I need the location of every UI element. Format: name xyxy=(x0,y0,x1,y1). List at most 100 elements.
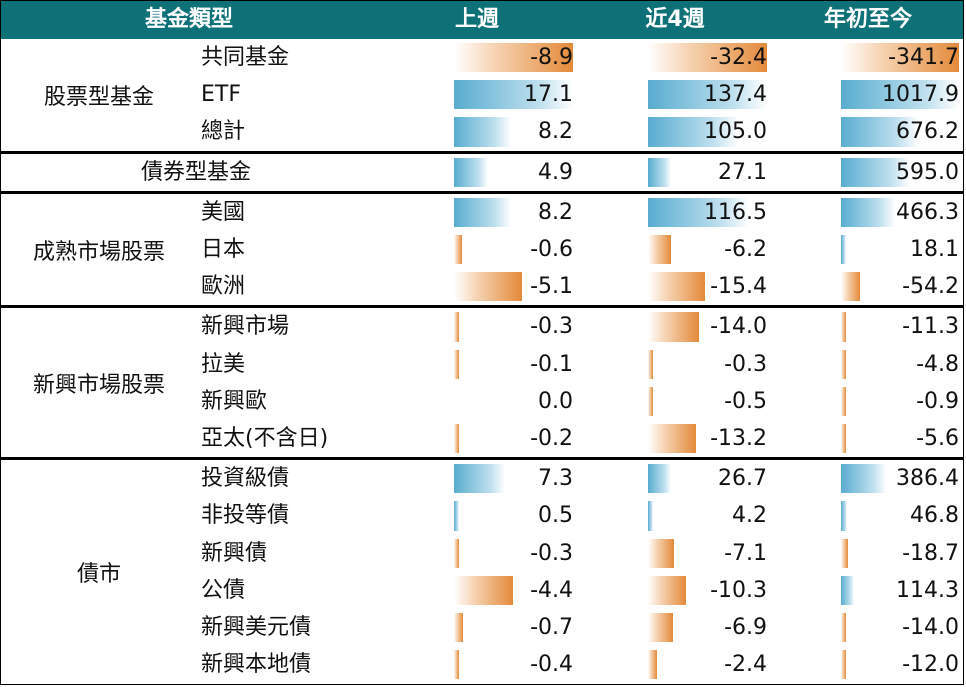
cell-last-4-weeks: -15.4 xyxy=(579,268,771,305)
cell-value: 114.3 xyxy=(896,577,959,603)
cell-value: 26.7 xyxy=(718,466,767,492)
row-label: 新興市場 xyxy=(201,314,290,340)
cell-last-week: -0.2 xyxy=(385,420,577,457)
cell-value: 0.5 xyxy=(538,503,573,529)
cell-last-week: 7.3 xyxy=(385,460,577,497)
cell-value: -341.7 xyxy=(888,45,959,71)
row-label: 亞太(不含日) xyxy=(201,426,329,451)
positive-bar xyxy=(453,80,573,110)
positive-bar xyxy=(647,117,739,147)
cell-last-4-weeks: 116.5 xyxy=(579,194,771,231)
cell-value: 18.1 xyxy=(910,237,959,263)
cell-last-4-weeks: -10.3 xyxy=(579,572,771,609)
cell-value: -11.3 xyxy=(902,314,959,340)
cell-last-week: -0.3 xyxy=(385,535,577,572)
negative-bar xyxy=(453,349,459,379)
group-separator xyxy=(1,150,963,154)
cell-value: 466.3 xyxy=(896,199,959,225)
cell-value: -0.1 xyxy=(530,351,573,377)
negative-bar xyxy=(841,43,959,73)
cell-ytd: -18.7 xyxy=(773,535,963,572)
cell-last-week: 0.0 xyxy=(385,383,577,420)
cell-value: 0.0 xyxy=(538,388,573,414)
cell-last-week: 8.2 xyxy=(385,113,577,150)
header-ytd: 年初至今 xyxy=(823,7,912,32)
cell-value: 8.2 xyxy=(538,199,573,225)
cell-last-4-weeks: 26.7 xyxy=(579,460,771,497)
positive-bar xyxy=(453,464,505,494)
group-label: 債市 xyxy=(76,561,121,587)
row-label: 共同基金 xyxy=(201,45,290,70)
positive-bar xyxy=(841,157,911,187)
negative-bar xyxy=(647,272,705,302)
cell-last-4-weeks: -14.0 xyxy=(579,308,771,345)
negative-bar xyxy=(841,613,847,643)
cell-value: -0.5 xyxy=(724,388,767,414)
row-label: 新興債 xyxy=(201,540,268,566)
positive-bar xyxy=(453,197,512,227)
negative-bar xyxy=(453,312,459,342)
cell-ytd: -0.9 xyxy=(773,383,963,420)
cell-last-week: 0.5 xyxy=(385,497,577,534)
cell-value: -10.3 xyxy=(710,577,767,603)
negative-bar xyxy=(453,575,513,605)
cell-last-week: -0.1 xyxy=(385,346,577,383)
positive-bar xyxy=(453,157,489,187)
cell-value: -18.7 xyxy=(902,540,959,566)
positive-bar xyxy=(841,501,847,531)
cell-value: 17.1 xyxy=(524,82,573,108)
cell-last-4-weeks: 137.4 xyxy=(579,76,771,113)
cell-value: -7.1 xyxy=(724,540,767,566)
cell-value: -6.9 xyxy=(724,615,767,641)
group-label: 股票型基金 xyxy=(43,84,154,110)
cell-value: -0.3 xyxy=(724,351,767,377)
cell-ytd: -14.0 xyxy=(773,609,963,646)
positive-bar xyxy=(647,197,749,227)
cell-last-4-weeks: -2.4 xyxy=(579,646,771,683)
cell-value: 46.8 xyxy=(910,503,959,529)
positive-bar xyxy=(841,117,920,147)
cell-value: -8.9 xyxy=(530,45,573,71)
cell-value: -0.3 xyxy=(530,314,573,340)
cell-value: -0.2 xyxy=(530,426,573,452)
cell-value: 386.4 xyxy=(896,466,959,492)
cell-ytd: -12.0 xyxy=(773,646,963,683)
cell-ytd: 1017.9 xyxy=(773,76,963,113)
negative-bar xyxy=(647,575,686,605)
cell-last-week: 17.1 xyxy=(385,76,577,113)
negative-bar xyxy=(453,235,462,265)
positive-bar xyxy=(647,501,653,531)
row-label: 新興本地債 xyxy=(201,652,312,678)
cell-last-week: -8.9 xyxy=(385,39,577,76)
row-label: 新興歐 xyxy=(201,388,268,414)
cell-ytd: 595.0 xyxy=(773,154,963,191)
cell-last-week: 8.2 xyxy=(385,194,577,231)
positive-bar xyxy=(841,464,886,494)
negative-bar xyxy=(841,386,847,416)
negative-bar xyxy=(453,650,460,680)
cell-value: -5.6 xyxy=(916,426,959,452)
negative-bar xyxy=(453,43,573,73)
row-label: 美國 xyxy=(201,199,246,225)
group-label: 成熟市場股票 xyxy=(32,239,165,265)
cell-value: -15.4 xyxy=(710,274,767,300)
cell-value: -12.0 xyxy=(902,652,959,678)
table-header: 基金類型 上週 近4週 年初至今 xyxy=(1,1,963,39)
cell-ytd: -4.8 xyxy=(773,346,963,383)
header-last-week: 上週 xyxy=(454,7,499,32)
cell-last-4-weeks: 105.0 xyxy=(579,113,771,150)
header-last-4-weeks: 近4週 xyxy=(645,7,705,32)
cell-ytd: -5.6 xyxy=(773,420,963,457)
negative-bar xyxy=(453,613,464,643)
cell-last-4-weeks: 4.2 xyxy=(579,497,771,534)
cell-ytd: 466.3 xyxy=(773,194,963,231)
negative-bar xyxy=(841,349,847,379)
negative-bar xyxy=(453,424,459,454)
negative-bar xyxy=(647,424,697,454)
negative-bar xyxy=(841,312,847,342)
cell-value: 116.5 xyxy=(704,199,767,225)
row-label: 債券型基金 xyxy=(140,159,251,185)
cell-value: 7.3 xyxy=(538,466,573,492)
cell-value: 1017.9 xyxy=(882,82,959,108)
cell-ytd: -11.3 xyxy=(773,308,963,345)
